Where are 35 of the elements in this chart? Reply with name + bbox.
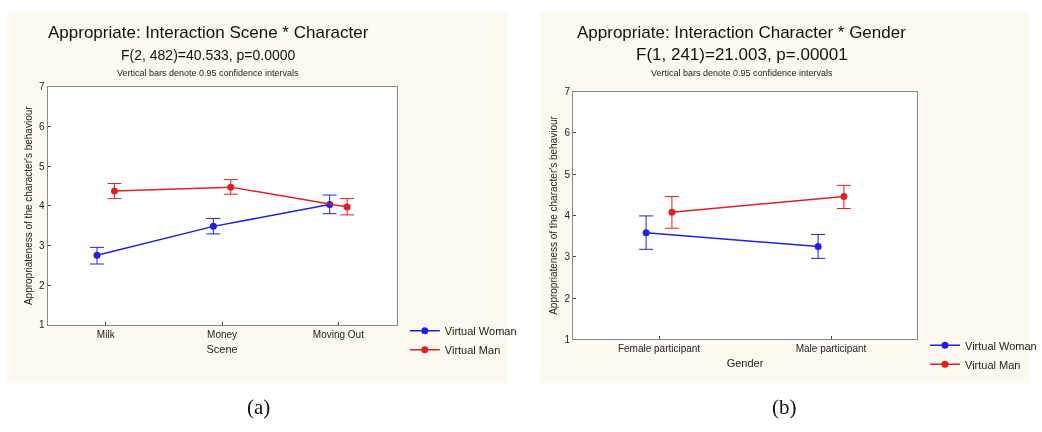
x-tick-label: Male participant <box>795 343 867 355</box>
y-tick-label: 2 <box>39 279 46 291</box>
y-tick-label: 3 <box>564 251 571 263</box>
chart-title: Appropriate: Interaction Scene * Character <box>48 23 369 42</box>
y-tick-label: 3 <box>39 239 46 251</box>
x-axis-title: Gender <box>726 357 764 370</box>
x-tick-label: Moving Out <box>312 328 365 340</box>
y-tick-label: 6 <box>564 127 571 139</box>
legend-label: Virtual Woman <box>965 339 1037 352</box>
y-tick-label: 1 <box>564 333 571 345</box>
legend-label: Virtual Woman <box>444 325 517 338</box>
legend-label: Virtual Man <box>444 344 501 357</box>
y-axis-title: Appropriateness of the character's behaviour <box>548 115 560 315</box>
chart-subtitle: F(2, 482)=40.533, p=0.0000 <box>121 47 296 63</box>
text: (b) <box>772 395 797 419</box>
y-tick-label: 4 <box>564 210 571 221</box>
y-tick-label: 1 <box>39 319 46 331</box>
y-tick-label: 5 <box>564 168 571 180</box>
y-tick-label: 4 <box>39 200 46 212</box>
legend-label: Virtual Man <box>965 358 1021 371</box>
y-tick-label: 7 <box>564 86 571 98</box>
y-tick-label: 5 <box>39 160 46 172</box>
text: Vertical bars denote 0.95 confidence intervals <box>117 68 300 78</box>
y-axis-title: Appropriateness of the character's behaviour <box>23 105 35 306</box>
x-tick-label: Female participant <box>617 343 701 355</box>
chart-subtitle: F(1, 241)=21.003, p=.00001 <box>636 45 848 64</box>
y-tick-label: 2 <box>564 292 571 304</box>
x-tick-label: Milk <box>96 328 116 340</box>
y-tick-label: 6 <box>39 120 46 132</box>
x-axis-title: Scene <box>206 342 238 355</box>
y-tick-label: 7 <box>39 81 46 93</box>
text: Vertical bars denote 0.95 confidence intervals <box>651 68 834 78</box>
chart-title: Appropriate: Interaction Character * Gender <box>577 23 907 42</box>
text: (a) <box>247 395 271 419</box>
x-tick-label: Money <box>207 328 238 340</box>
